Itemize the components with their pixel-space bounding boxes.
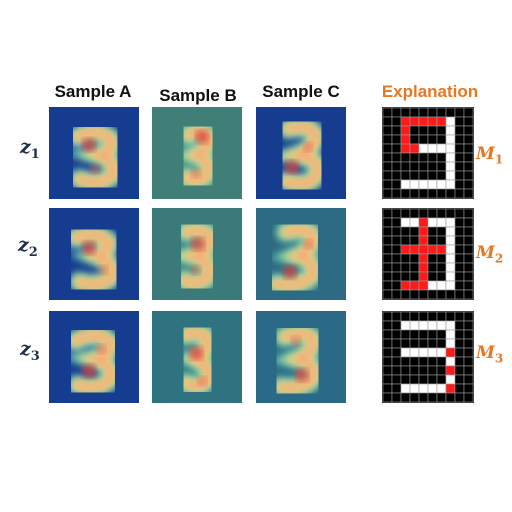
heatmap-z3-sample-c bbox=[256, 311, 346, 403]
heatmap-z2-sample-b bbox=[152, 208, 242, 300]
row-label-z1: z1 bbox=[20, 136, 40, 162]
row-label-z3: z3 bbox=[20, 338, 40, 364]
mask-label-m3: M3 bbox=[476, 343, 504, 366]
mask-label-m1: M1 bbox=[476, 144, 504, 167]
column-header-sample-b: Sample B bbox=[159, 86, 237, 105]
mask-label-m2: M2 bbox=[476, 243, 504, 266]
heatmap-z3-sample-b bbox=[152, 311, 242, 403]
heatmap-z1-sample-c bbox=[256, 107, 346, 199]
heatmap-z1-sample-b bbox=[152, 107, 242, 199]
column-header-sample-a: Sample A bbox=[54, 82, 132, 101]
explanation-mask-m1 bbox=[381, 106, 475, 200]
heatmap-z1-sample-a bbox=[49, 107, 139, 199]
heatmap-z3-sample-a bbox=[49, 311, 139, 403]
row-label-z2: z2 bbox=[18, 234, 38, 260]
explanation-mask-m2 bbox=[381, 207, 475, 301]
column-header-sample-c: Sample C bbox=[262, 82, 340, 101]
heatmap-z2-sample-c bbox=[256, 208, 346, 300]
explanation-header: Explanation bbox=[381, 82, 479, 101]
heatmap-z2-sample-a bbox=[49, 208, 139, 300]
explanation-mask-m3 bbox=[381, 310, 475, 404]
